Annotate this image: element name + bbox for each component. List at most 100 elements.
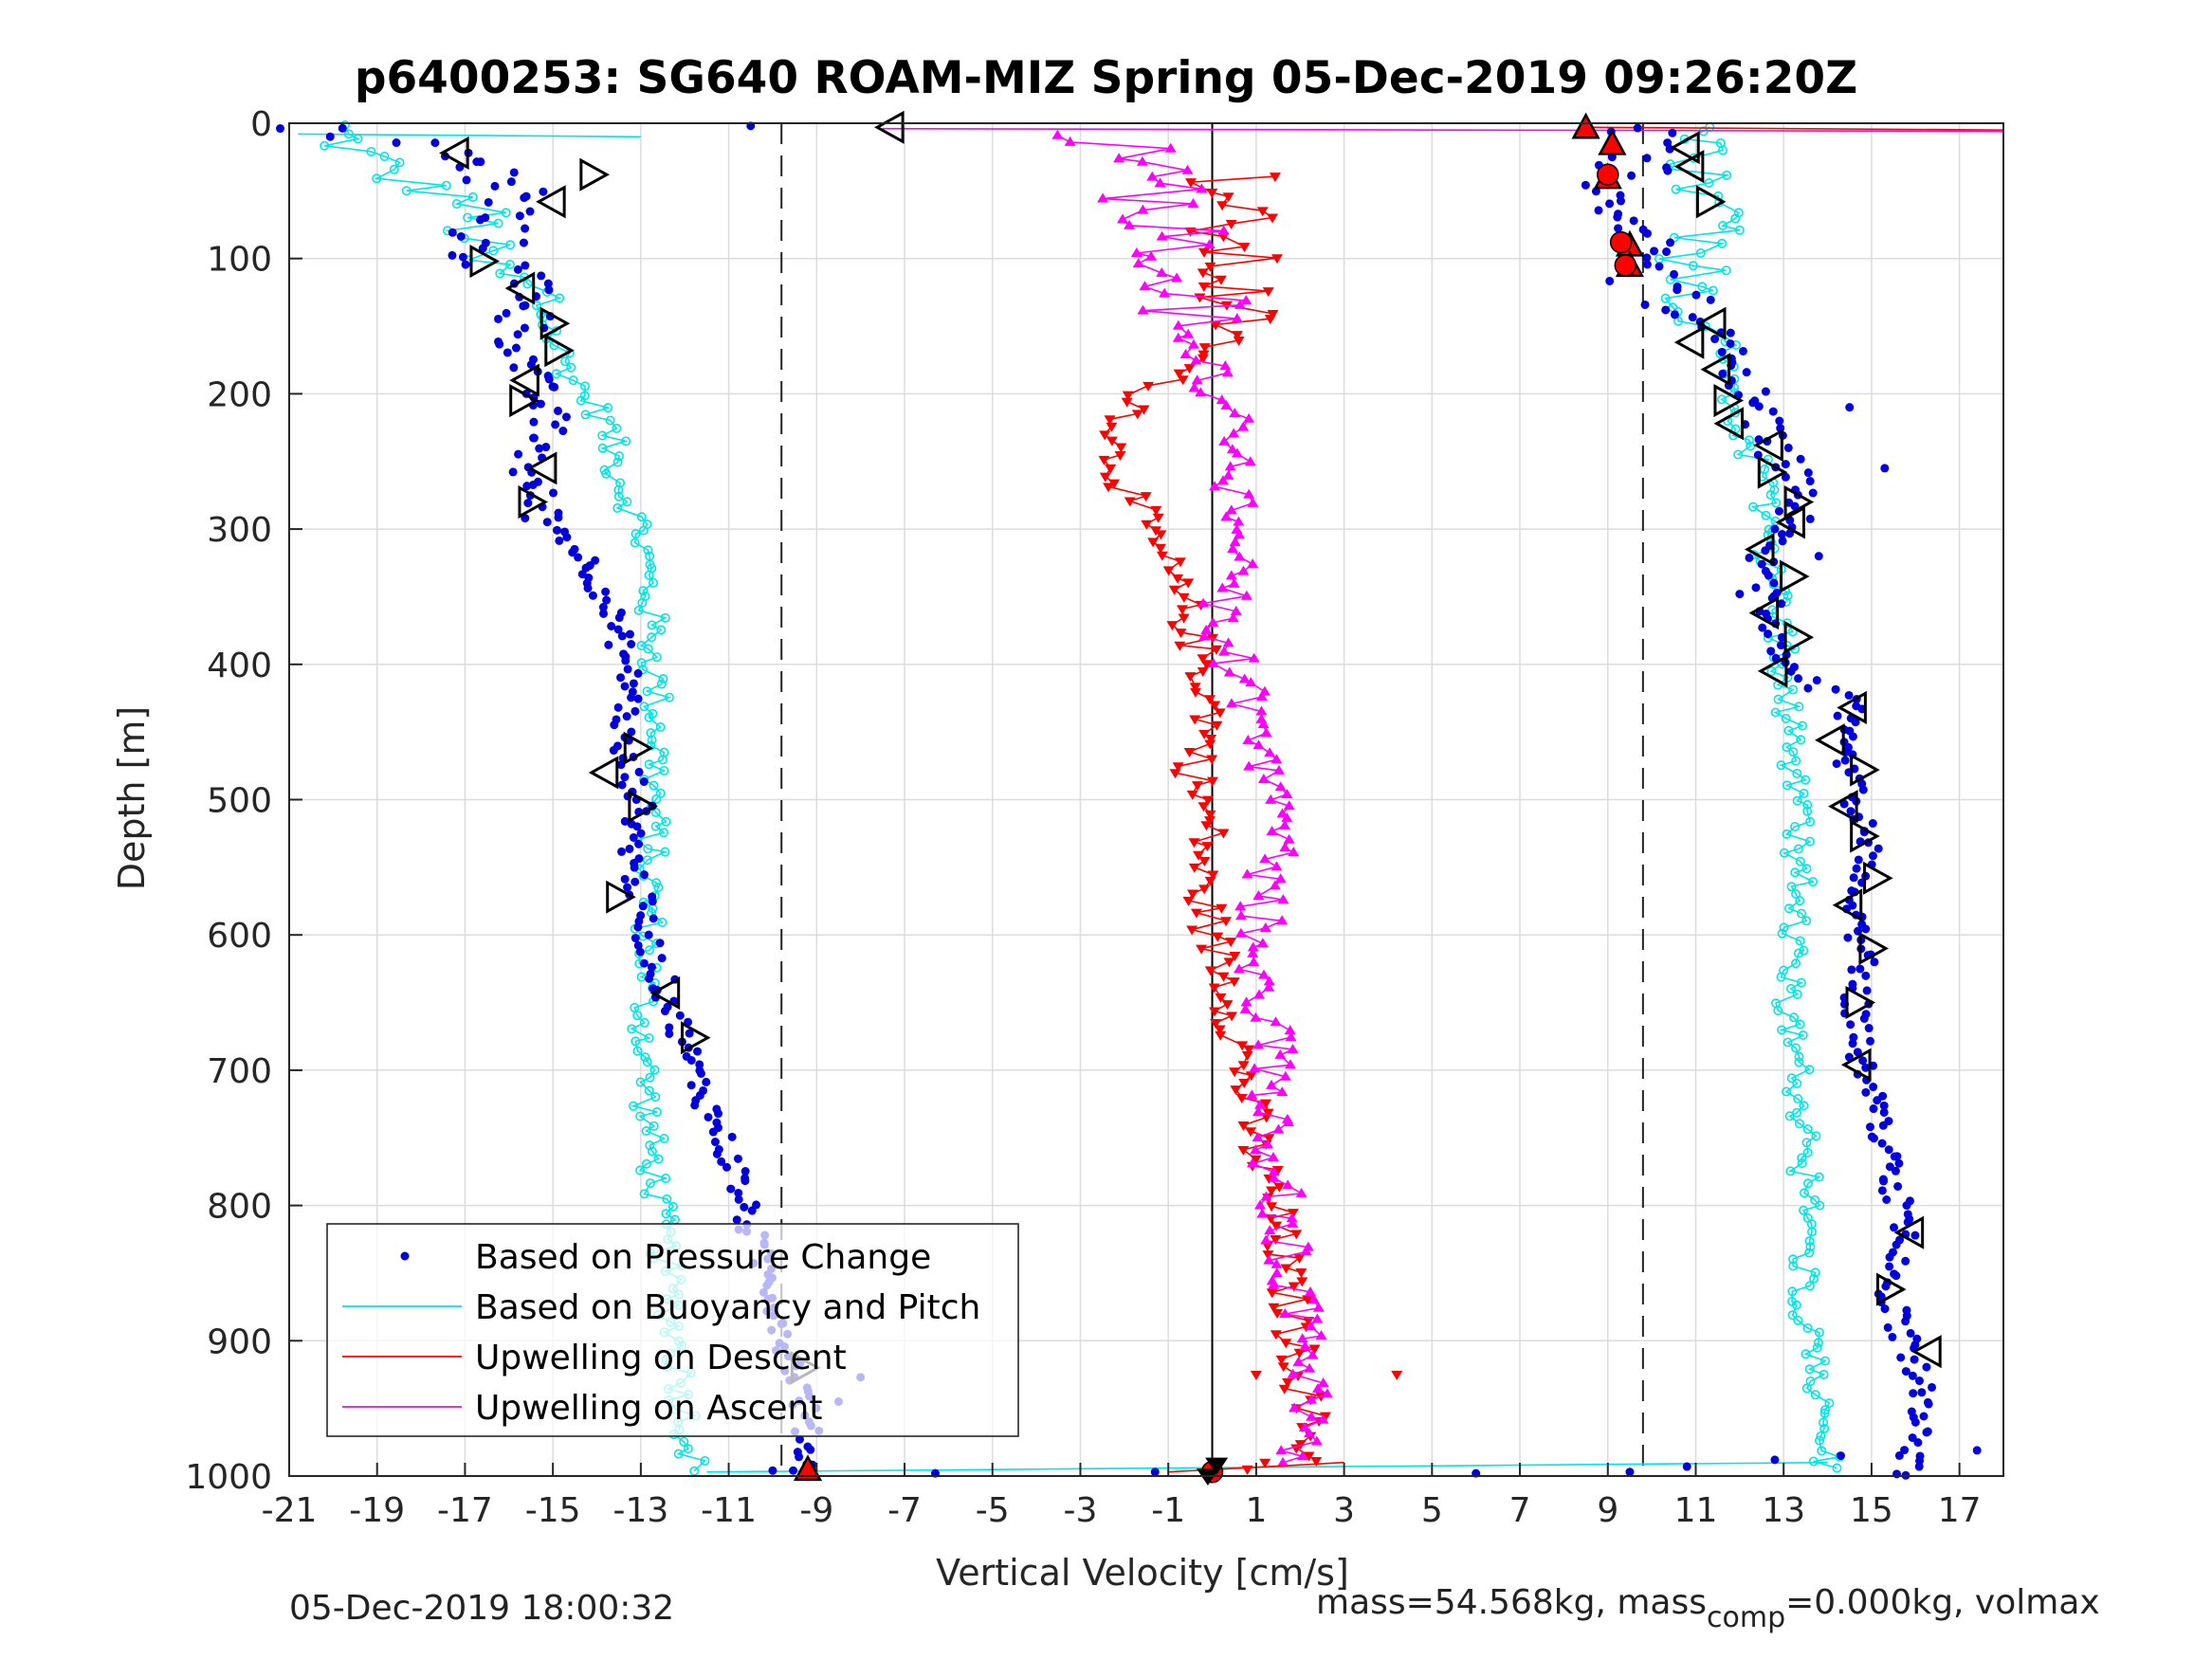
- buoyancy-descent-point: [641, 1125, 651, 1136]
- pressure-descent-point: [502, 308, 511, 318]
- upwelling-ascent-point: [1282, 1179, 1294, 1190]
- upwelling-ascent-point: [1252, 890, 1265, 901]
- black-triangle-marker: [579, 157, 610, 191]
- upwelling-ascent-point: [1277, 894, 1289, 904]
- red-circle-marker: [1609, 230, 1633, 254]
- pressure-ascent-point: [1900, 1446, 1910, 1455]
- upwelling-ascent-point: [1315, 1329, 1327, 1340]
- upwelling-ascent-point: [1272, 1123, 1285, 1134]
- upwelling-ascent-point: [1242, 735, 1254, 745]
- buoyancy-ascent-point: [1730, 408, 1741, 418]
- pressure-descent-point: [623, 883, 632, 892]
- pressure-ascent-point: [1745, 553, 1754, 562]
- pressure-descent-point: [633, 940, 643, 950]
- upwelling-descent-point: [1115, 443, 1127, 453]
- buoyancy-ascent-point: [1695, 248, 1706, 259]
- pressure-descent-point: [513, 330, 522, 339]
- y-tick-label: 900: [207, 1322, 272, 1361]
- pressure-descent-point: [513, 264, 522, 274]
- pressure-ascent-point: [1840, 756, 1850, 765]
- buoyancy-descent-point: [633, 605, 644, 615]
- upwelling-descent-point: [1221, 1000, 1234, 1011]
- pressure-descent-point: [795, 1452, 804, 1462]
- pressure-ascent-point: [1848, 979, 1857, 989]
- legend-box: [326, 1223, 1019, 1437]
- x-tick-label: -21: [262, 1491, 318, 1530]
- black-triangle-marker: [1670, 131, 1700, 165]
- pressure-descent-point: [609, 746, 618, 756]
- upwelling-descent-point: [1250, 1370, 1262, 1380]
- upwelling-ascent-point: [1285, 1031, 1297, 1042]
- upwelling-ascent-point: [1182, 328, 1195, 338]
- y-tick-label: 800: [207, 1188, 272, 1227]
- upwelling-descent-point: [1191, 781, 1203, 792]
- y-tick-label: 200: [207, 375, 272, 414]
- upwelling-ascent-point: [1243, 412, 1255, 423]
- buoyancy-ascent-point: [1795, 1019, 1805, 1030]
- upwelling-ascent-point: [1164, 142, 1177, 153]
- buoyancy-ascent-point: [1777, 928, 1787, 939]
- buoyancy-ascent-point: [1782, 1086, 1792, 1097]
- buoyancy-ascent-point: [1660, 293, 1671, 303]
- pressure-descent-point: [630, 863, 639, 872]
- buoyancy-ascent-point: [1802, 806, 1813, 816]
- pressure-descent-point: [639, 777, 649, 787]
- pressure-descent-point: [494, 314, 503, 323]
- buoyancy-ascent-point: [1797, 720, 1807, 731]
- pressure-descent-point: [639, 958, 649, 968]
- upwelling-ascent-point: [1312, 1302, 1325, 1312]
- upwelling-ascent-point: [1216, 475, 1229, 485]
- black-triangle-marker: [539, 306, 571, 340]
- black-triangle-marker: [606, 880, 636, 914]
- pressure-descent-point: [601, 587, 611, 596]
- pressure-descent-point: [521, 224, 530, 233]
- buoyancy-descent-point: [389, 164, 399, 174]
- upwelling-ascent-point: [1145, 250, 1158, 261]
- pressure-descent-point: [693, 1047, 703, 1056]
- pressure-descent-point: [509, 168, 519, 177]
- upwelling-ascent-point: [1304, 1286, 1316, 1297]
- upwelling-ascent-point: [1229, 408, 1241, 418]
- upwelling-descent-point: [1103, 483, 1115, 493]
- pressure-ascent-point: [1874, 844, 1883, 853]
- upwelling-ascent-point: [1188, 382, 1200, 392]
- upwelling-descent-point: [1270, 1330, 1282, 1340]
- upwelling-descent-point: [1266, 1202, 1278, 1212]
- buoyancy-descent-point: [640, 1052, 650, 1063]
- pressure-ascent-point: [1923, 1427, 1932, 1436]
- buoyancy-ascent-point: [1804, 1364, 1815, 1375]
- upwelling-ascent-point: [1252, 1132, 1264, 1142]
- upwelling-descent-point: [1238, 1078, 1251, 1088]
- upwelling-ascent-point: [1226, 444, 1238, 454]
- pressure-ascent-point: [1616, 191, 1625, 200]
- pressure-ascent-point: [1846, 1020, 1856, 1030]
- buoyancy-ascent-point: [1671, 184, 1681, 194]
- upwelling-descent-point: [1217, 232, 1230, 243]
- upwelling-ascent-point: [1226, 698, 1238, 708]
- upwelling-ascent-point: [1271, 1258, 1283, 1268]
- black-triangle-marker: [1828, 790, 1858, 824]
- buoyancy-descent-point: [636, 512, 647, 522]
- upwelling-descent-point: [1198, 729, 1211, 739]
- upwelling-ascent-point: [1317, 1377, 1329, 1388]
- pressure-ascent-point: [1928, 1382, 1937, 1392]
- upwelling-ascent-point: [1217, 225, 1230, 235]
- pressure-ascent-point: [1614, 210, 1623, 219]
- red-triangle-marker: [1571, 112, 1600, 139]
- black-triangle-marker: [509, 383, 539, 418]
- pressure-descent-point: [604, 640, 613, 649]
- pressure-descent-point: [519, 238, 528, 247]
- upwelling-ascent-point: [1266, 826, 1278, 836]
- buoyancy-descent-point: [320, 140, 330, 151]
- pressure-ascent-point: [1858, 1056, 1868, 1066]
- upwelling-descent-point: [1391, 1370, 1403, 1380]
- upwelling-ascent-point: [1240, 590, 1252, 600]
- buoyancy-ascent-point: [1779, 922, 1789, 933]
- upwelling-ascent-point: [1245, 677, 1257, 687]
- buoyancy-ascent-point: [1804, 836, 1815, 847]
- upwelling-ascent-point: [1234, 910, 1247, 921]
- buoyancy-ascent-point: [1788, 747, 1799, 757]
- upwelling-descent-point: [1203, 816, 1216, 827]
- upwelling-ascent-point: [1247, 941, 1259, 952]
- buoyancy-descent-point: [635, 1165, 646, 1176]
